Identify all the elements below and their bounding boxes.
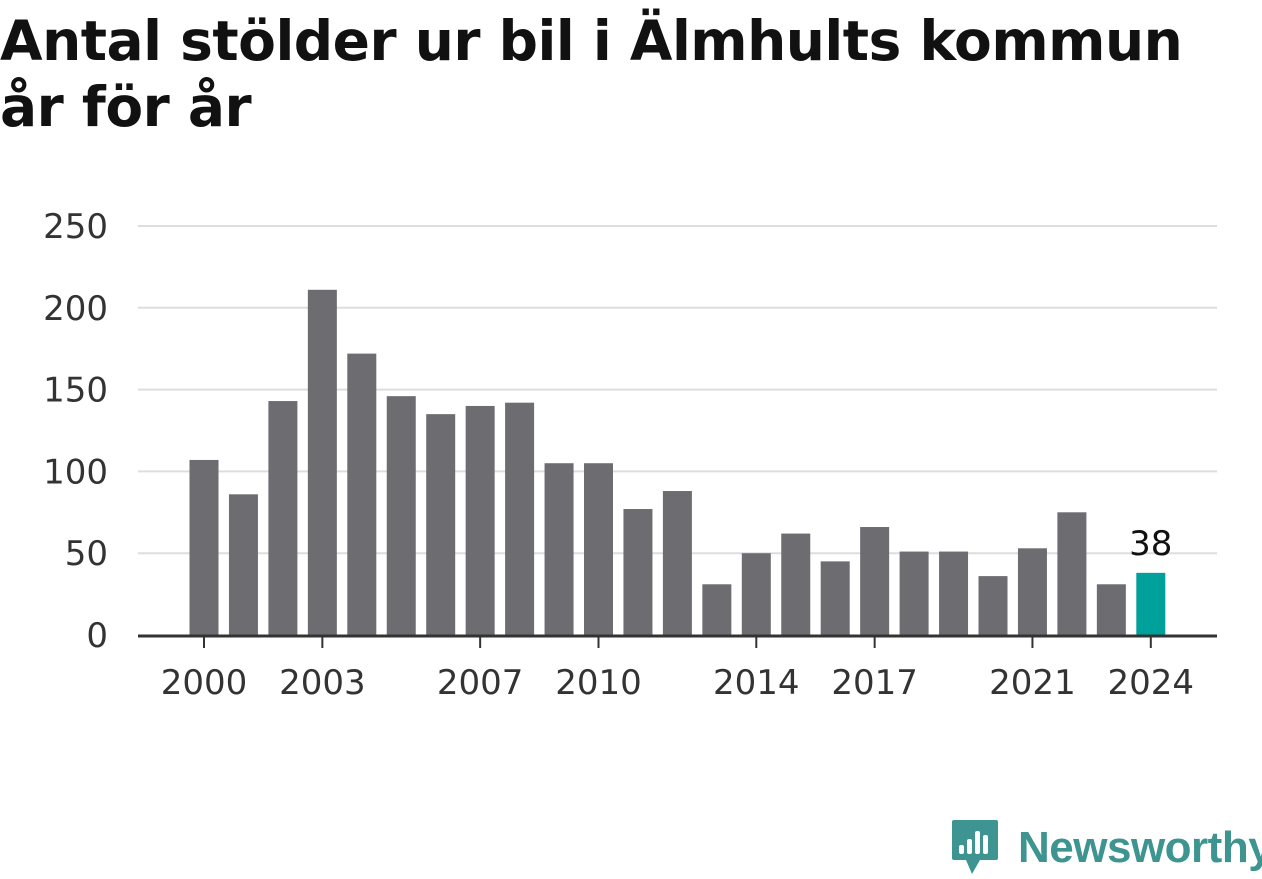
bar-2006 xyxy=(426,414,456,635)
bar-2009 xyxy=(544,463,574,635)
bar-2007 xyxy=(465,405,495,635)
brand-name: Newsworthy xyxy=(1018,823,1262,872)
x-tick-label: 2017 xyxy=(831,663,918,703)
bar-2000 xyxy=(189,459,219,635)
x-tick-label: 2010 xyxy=(555,663,642,703)
x-tick-label: 2014 xyxy=(713,663,800,703)
y-tick-label: 200 xyxy=(43,289,108,329)
bar-2008 xyxy=(505,402,535,635)
bar-2012 xyxy=(662,491,692,635)
bar-2014 xyxy=(741,553,771,635)
y-tick-label: 100 xyxy=(43,452,108,492)
y-tick-label: 250 xyxy=(43,207,108,247)
bar-2013 xyxy=(702,584,732,635)
x-tick-label: 2021 xyxy=(989,663,1076,703)
y-tick-label: 50 xyxy=(65,534,108,574)
y-tick-label: 0 xyxy=(86,616,108,656)
bar-2010 xyxy=(584,463,613,635)
bar-2020 xyxy=(978,576,1008,635)
y-tick-label: 150 xyxy=(43,371,108,411)
bar-2022 xyxy=(1057,512,1087,635)
bar-2024 xyxy=(1136,572,1166,635)
y-axis-tick-labels: 0 50 100 150 200 250 xyxy=(43,207,108,656)
bar-2011 xyxy=(623,509,653,635)
bar-2003 xyxy=(307,289,337,635)
newsworthy-logo: Newsworthy xyxy=(950,818,1262,878)
data-labels: 38 xyxy=(1129,524,1172,564)
bar-2019 xyxy=(939,551,969,635)
x-axis-ticks: 2000 2003 2007 2010 2014 2017 2021 2024 xyxy=(161,637,1194,703)
bar-2016 xyxy=(820,561,850,635)
bar-2015 xyxy=(781,533,811,635)
bar-2021 xyxy=(1017,548,1047,635)
bar-2017 xyxy=(860,527,890,635)
newsworthy-logo-icon xyxy=(952,820,998,874)
bar-2005 xyxy=(386,396,416,635)
data-label: 38 xyxy=(1129,524,1172,564)
x-tick-label: 2000 xyxy=(161,663,248,703)
x-tick-label: 2007 xyxy=(437,663,524,703)
x-tick-label: 2003 xyxy=(279,663,366,703)
bar-2002 xyxy=(268,401,298,635)
chart-title: Antal stölder ur bil i Älmhults kommun å… xyxy=(0,9,1183,139)
bar-2001 xyxy=(228,494,258,635)
bar-2018 xyxy=(899,551,929,635)
x-tick-label: 2024 xyxy=(1108,663,1195,703)
bar-2004 xyxy=(347,353,377,635)
bar-2023 xyxy=(1096,584,1126,635)
bars xyxy=(189,289,1166,635)
